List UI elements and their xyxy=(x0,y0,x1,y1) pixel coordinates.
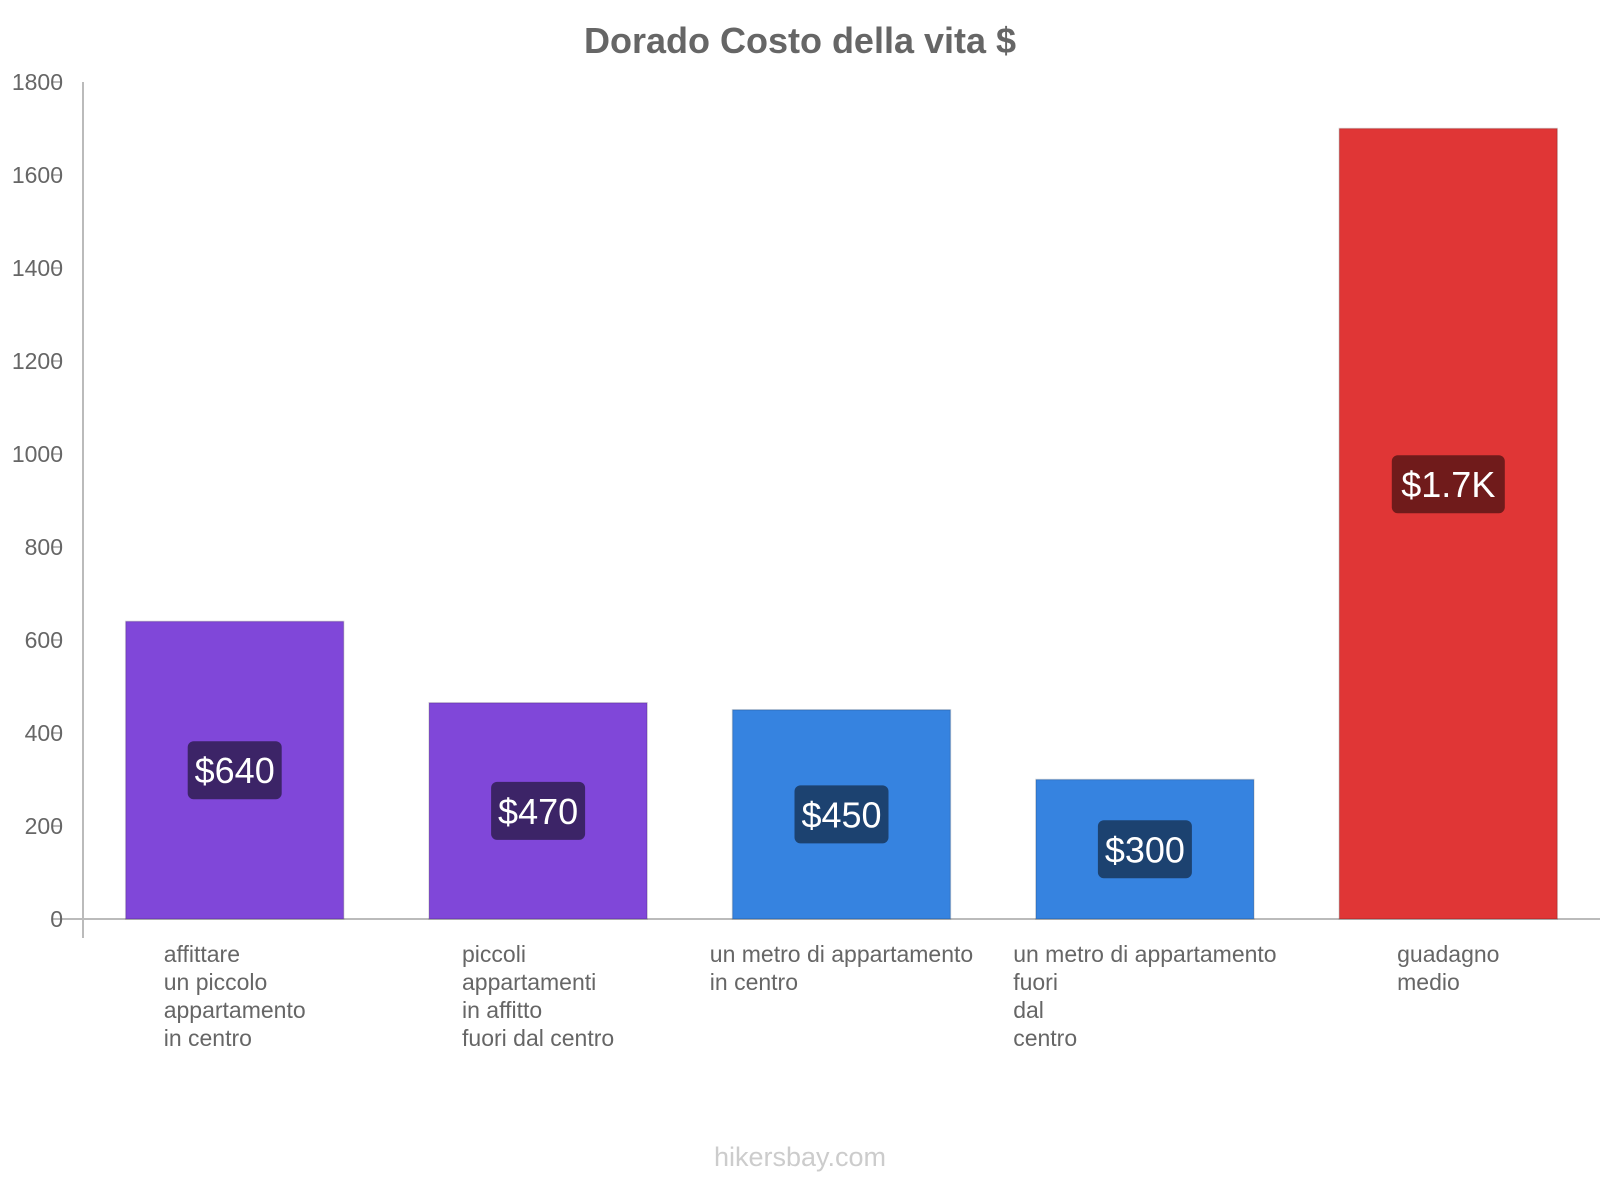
y-tick-label: 1200 xyxy=(12,348,63,374)
value-label: $1.7K xyxy=(1401,464,1495,505)
x-tick-label: un metro di appartamento fuori dal centro xyxy=(1013,940,1276,1052)
value-label: $300 xyxy=(1105,829,1185,870)
value-label-box xyxy=(491,781,586,840)
value-labels: $640 $470 $450 $300 $1.7K xyxy=(187,455,1505,879)
y-tick-label: 600 xyxy=(25,627,63,653)
value-label: $450 xyxy=(801,794,881,835)
x-tick-label-line: dal xyxy=(1013,997,1044,1023)
x-tick-label-line: in affitto xyxy=(462,997,543,1023)
y-tick-labels: 0 200 400 600 800 1000 1200 1400 1600 1800 xyxy=(12,69,63,932)
x-tick-label-line: in centro xyxy=(709,969,799,995)
footer-watermark: hikersbay.com xyxy=(713,1142,887,1172)
x-tick-label: piccoli appartamenti in affitto fuori dal c… xyxy=(462,940,614,1052)
y-tick-label: 800 xyxy=(25,534,63,560)
value-label-box xyxy=(1097,820,1192,879)
x-tick-label-line: centro xyxy=(1013,1025,1078,1051)
x-tick-label-line: fuori xyxy=(1013,969,1058,995)
value-label: $640 xyxy=(195,750,275,791)
value-label-box xyxy=(1391,455,1505,514)
x-tick-label-line: un metro di appartamento xyxy=(709,941,974,967)
x-tick-label-line: appartamenti xyxy=(462,969,597,995)
x-tick-label: un metro di appartamento in centro xyxy=(710,940,973,996)
x-tick-label-line: appartamento xyxy=(163,997,306,1023)
y-tick-label: 1000 xyxy=(12,441,63,467)
value-label: $470 xyxy=(498,791,578,832)
chart-title: Dorado Costo della vita $ xyxy=(583,20,1017,61)
bar xyxy=(1338,127,1559,920)
value-label-box xyxy=(187,741,282,800)
y-tick-label: 200 xyxy=(25,813,63,839)
x-tick-label-line: un piccolo xyxy=(163,969,268,995)
y-tick-label: 1600 xyxy=(12,162,63,188)
x-tick-label: affittare un piccolo appartamento in centro xyxy=(164,940,306,1052)
y-tick-label: 0 xyxy=(50,906,63,932)
y-tick-label: 1400 xyxy=(12,255,63,281)
x-tick-label: guadagno medio xyxy=(1397,940,1499,996)
x-tick-label-line: un metro di appartamento xyxy=(1013,941,1277,967)
x-tick-label-line: affittare xyxy=(163,941,241,967)
x-tick-label-line: in centro xyxy=(163,1025,252,1051)
x-tick-label-line: fuori dal centro xyxy=(462,1025,615,1051)
y-tick-label: 400 xyxy=(25,720,63,746)
y-tick-label: 1800 xyxy=(12,69,63,95)
x-tick-label-line: piccoli xyxy=(462,941,526,967)
x-tick-label-line: guadagno xyxy=(1397,941,1500,967)
value-label-box xyxy=(794,785,889,844)
x-tick-label-line: medio xyxy=(1397,969,1460,995)
